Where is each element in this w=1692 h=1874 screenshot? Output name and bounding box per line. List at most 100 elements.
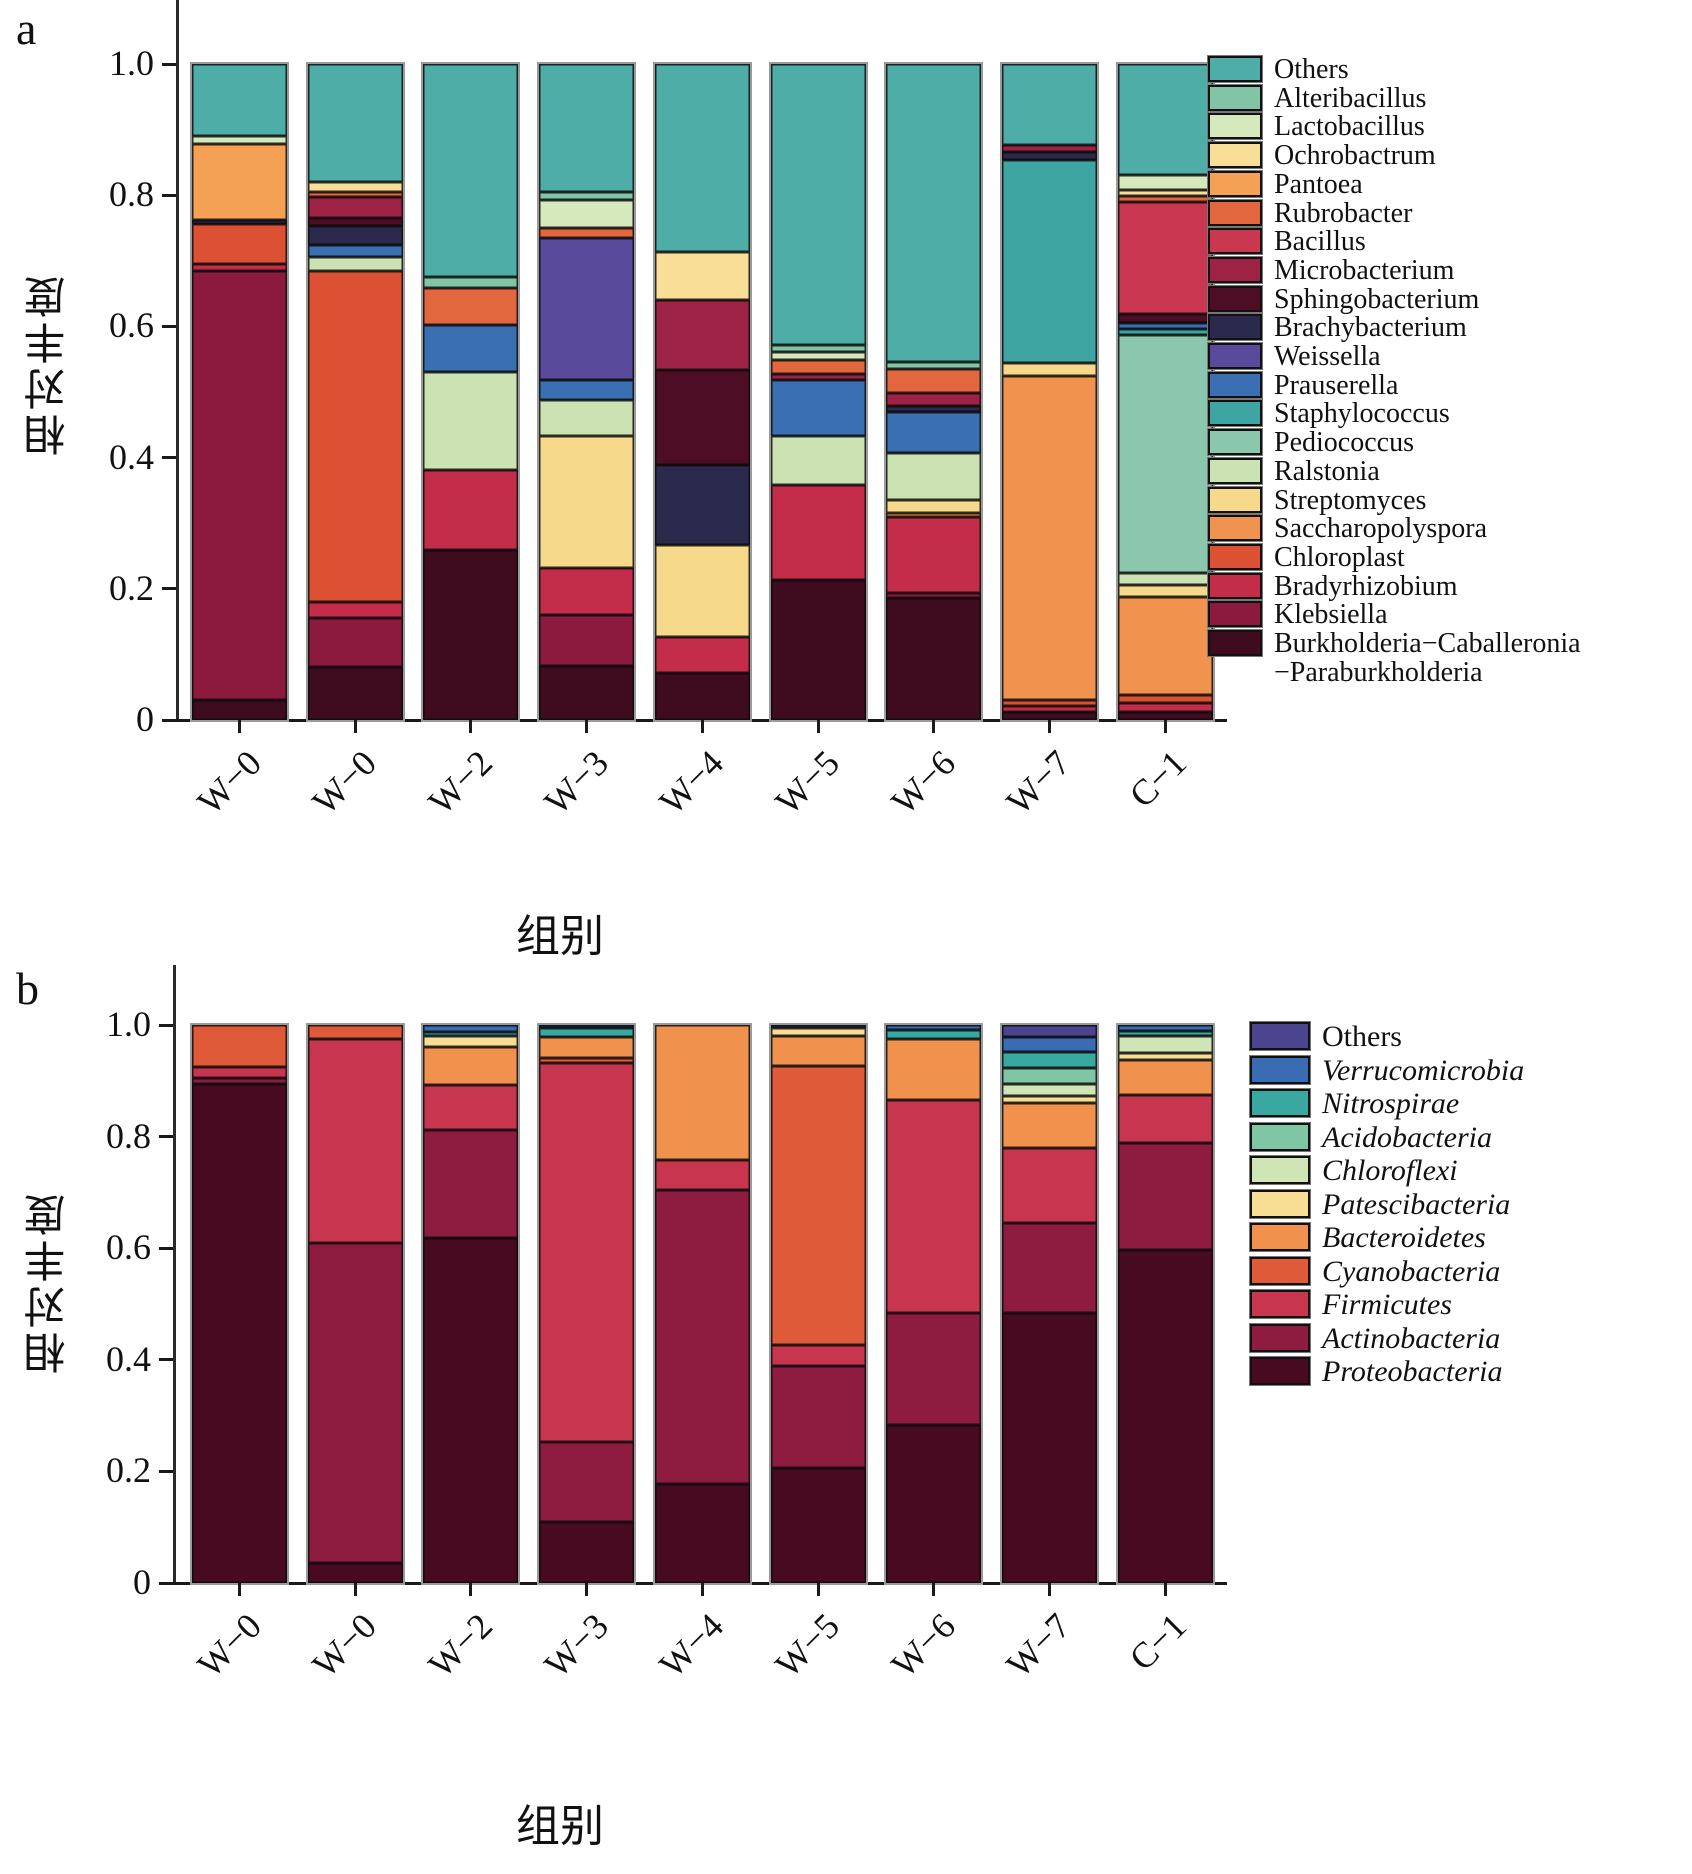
x-tick-mark bbox=[932, 1583, 936, 1596]
y-tick-mark bbox=[159, 1246, 173, 1250]
bar-segment-Bradyrhizobium bbox=[192, 264, 287, 272]
stacked-bar-b-W−0 bbox=[192, 1025, 287, 1583]
bar-segment-Firmicutes bbox=[654, 1160, 750, 1191]
x-category-label: W−0 bbox=[304, 1605, 385, 1686]
legend-row-Patescibacteria: Patescibacteria bbox=[1250, 1189, 1510, 1221]
bar-segment-Actinobacteria bbox=[770, 1365, 866, 1469]
bar-segment-Brachybacterium bbox=[307, 225, 403, 245]
x-axis-title: 组别 bbox=[516, 912, 604, 961]
bar-segment-Patescibacteria bbox=[1001, 1095, 1097, 1104]
legend-swatch bbox=[1250, 1089, 1310, 1117]
bar-segment-Weissella bbox=[539, 237, 635, 381]
bar-segment-Lactobacillus bbox=[1117, 174, 1213, 190]
y-tick-mark bbox=[162, 324, 176, 328]
bar-segment-Prauserella bbox=[770, 380, 866, 436]
bar-segment-Bradyrhizobium bbox=[1001, 705, 1097, 713]
bar-segment-Firmicutes bbox=[1001, 1147, 1097, 1224]
stacked-bar-a-W−2 bbox=[423, 64, 519, 720]
legend-swatch bbox=[1250, 1256, 1310, 1285]
x-category-label: W−4 bbox=[651, 742, 732, 823]
stacked-bar-a-W−5 bbox=[770, 64, 866, 720]
bar-segment-Brachybacterium bbox=[192, 220, 287, 225]
bar-segment-Alteribacillus bbox=[539, 191, 635, 200]
bar-segment-Nitrospirae bbox=[423, 1032, 519, 1037]
bar-segment-Pantoea bbox=[192, 144, 287, 221]
bar-segment-Nitrospirae bbox=[539, 1027, 635, 1038]
panel-a-label: a bbox=[16, 3, 37, 54]
bar-segment-Cyanobacteria bbox=[539, 1057, 635, 1063]
y-tick-label: 1.0 bbox=[109, 43, 154, 83]
bar-segment-Bradyrhizobium bbox=[307, 601, 403, 618]
legend-swatch bbox=[1208, 343, 1262, 369]
x-category-label: W−5 bbox=[767, 1605, 847, 1686]
bar-segment-Proteobacteria bbox=[1117, 1249, 1213, 1583]
stacked-bar-a-W−6 bbox=[886, 64, 982, 720]
legend-row-Firmicutes: Firmicutes bbox=[1250, 1289, 1452, 1321]
x-tick-mark bbox=[238, 1583, 241, 1596]
bar-segment-Ochrobactrum bbox=[307, 182, 403, 192]
bar-segment-Chloroplast bbox=[192, 224, 287, 265]
legend-label: Acidobacteria bbox=[1322, 1120, 1492, 1154]
legend-row-Ochrobactrum: Ochrobactrum bbox=[1208, 142, 1436, 171]
x-category-label: W−6 bbox=[883, 742, 963, 823]
bar-segment-Microbacterium bbox=[1001, 144, 1097, 152]
stacked-bar-b-W−2 bbox=[423, 1025, 519, 1583]
bar-segment-Prauserella bbox=[539, 380, 635, 400]
x-tick-mark bbox=[700, 1583, 704, 1596]
legend-swatch bbox=[1250, 1223, 1310, 1251]
legend-label: Streptomyces bbox=[1274, 484, 1427, 516]
legend-label: Rubrobacter bbox=[1274, 197, 1413, 229]
bar-segment-Others bbox=[307, 64, 403, 183]
bar-segment-Proteobacteria bbox=[1001, 1312, 1097, 1583]
bar-segment-Proteobacteria bbox=[770, 1468, 866, 1583]
legend-label: Bacteroidetes bbox=[1322, 1221, 1486, 1254]
legend-swatch bbox=[1208, 228, 1262, 255]
legend-label: Proteobacteria bbox=[1322, 1355, 1503, 1388]
legend-swatch bbox=[1208, 142, 1262, 169]
bar-segment-Bradyrhizobium bbox=[770, 485, 866, 581]
bar-segment-Pediococcus bbox=[1117, 334, 1213, 573]
bar-segment-Ralstonia bbox=[539, 399, 635, 436]
y-tick-label: 0.4 bbox=[109, 436, 154, 477]
stacked-bar-b-W−6 bbox=[886, 1025, 982, 1583]
y-tick-mark bbox=[159, 1358, 173, 1362]
bar-segment-Others bbox=[654, 64, 750, 253]
x-category-label: W−2 bbox=[420, 1605, 500, 1686]
bar-segment-Streptomyces bbox=[1001, 363, 1097, 377]
bar-segment-Ralstonia bbox=[770, 435, 866, 486]
bar-segment-Bradyrhizobium bbox=[654, 636, 750, 673]
bar-segment-Brachybacterium bbox=[886, 405, 982, 412]
bar-segment-Verrucomicrobia bbox=[1001, 1037, 1097, 1052]
legend-row-Others: Others bbox=[1208, 55, 1349, 85]
legend-row-Burkholderia-Caballeronia-Paraburkholderia: Burkholderia−Caballeronia −Paraburkholde… bbox=[1208, 629, 1581, 687]
bar-segment-Streptomyces bbox=[654, 544, 750, 637]
y-tick-label: 0.8 bbox=[109, 174, 154, 215]
legend-swatch bbox=[1208, 256, 1262, 283]
y-tick-mark bbox=[162, 62, 176, 66]
stacked-bar-b-W−3 bbox=[539, 1025, 635, 1583]
legend-label: Nitrospirae bbox=[1322, 1087, 1460, 1120]
bar-segment-Actinobacteria bbox=[423, 1129, 519, 1239]
legend-label: Lactobacillus bbox=[1274, 111, 1425, 143]
x-tick-mark bbox=[353, 1583, 357, 1596]
legend-label: Pediococcus bbox=[1274, 427, 1414, 459]
bar-segment-Burkholderia-Caballeronia-Paraburkholderia bbox=[654, 672, 750, 720]
bar-segment-Rubrobacter bbox=[423, 287, 519, 326]
legend-swatch bbox=[1250, 1122, 1310, 1151]
bar-segment-Chloroflexi bbox=[1117, 1036, 1213, 1053]
bar-segment-Sphingobacterium bbox=[654, 369, 750, 465]
legend-label: Weissella bbox=[1274, 341, 1381, 372]
legend-label: Alteribacillus bbox=[1274, 82, 1427, 114]
bar-segment-Patescibacteria bbox=[423, 1036, 519, 1047]
bar-segment-Proteobacteria bbox=[654, 1484, 750, 1583]
x-category-label: W−0 bbox=[189, 742, 269, 823]
bar-segment-Actinobacteria bbox=[886, 1312, 982, 1426]
y-tick-mark bbox=[162, 587, 176, 591]
bar-segment-Others bbox=[1001, 64, 1097, 145]
bar-segment-Alteribacillus bbox=[423, 277, 519, 288]
x-category-label: W−7 bbox=[998, 1605, 1079, 1686]
legend-swatch bbox=[1208, 113, 1262, 140]
bar-segment-Actinobacteria bbox=[539, 1441, 635, 1523]
legend-label: Cyanobacteria bbox=[1322, 1254, 1501, 1288]
legend-row-Saccharopolyspora: Saccharopolyspora bbox=[1208, 515, 1487, 544]
